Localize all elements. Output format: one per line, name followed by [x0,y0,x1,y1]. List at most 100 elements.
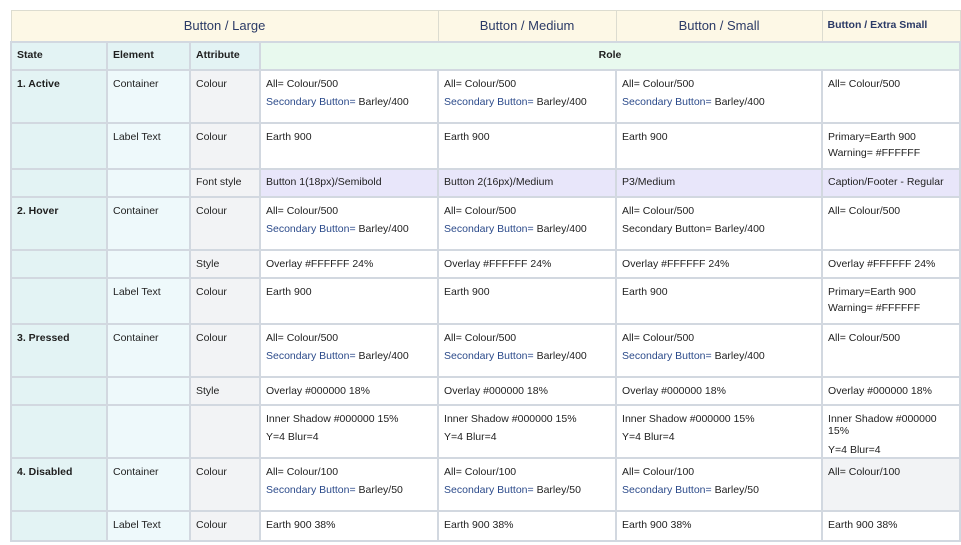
role-line: All= Colour/100 [828,465,901,478]
role-line: Overlay #000000 18% [828,384,932,397]
attribute-cell [189,403,261,459]
role-xsmall-cell: Inner Shadow #000000 15% Y=4 Blur=4 [821,403,961,459]
secondary-button-label: Secondary Button= [266,96,356,109]
secondary-button-value: Barley/400 [355,223,409,236]
role-xsmall-cell: Earth 900 38% [821,509,961,542]
role-line: Secondary Button= Barley/50 [444,484,615,497]
state-column-header: State [10,40,108,71]
role-small-cell: All= Colour/500 Secondary Button= Barley/… [615,195,824,251]
role-xsmall-cell: Caption/Footer - Regular [821,167,961,198]
attribute-cell: Colour [189,276,261,325]
secondary-button-value: Barley/400 [711,96,765,109]
state-cell: 2. Hover [10,195,108,251]
role-line: All= Colour/500 [266,204,339,217]
secondary-button-label: Secondary Button= [444,223,534,236]
attribute-cell: Colour [189,456,261,512]
element-cell [106,403,191,459]
role-medium-cell: All= Colour/100 Secondary Button= Barley/… [437,456,618,512]
role-line: Y=4 Blur=4 [444,431,497,444]
state-cell: 1. Active [10,68,108,124]
role-line: Earth 900 [622,285,668,298]
role-large-cell: All= Colour/500 Secondary Button= Barley/… [258,68,440,124]
role-small-cell: All= Colour/100 Secondary Button= Barley/… [615,456,824,512]
role-line: Secondary Button= Barley/400 [622,96,821,109]
role-line: All= Colour/100 [444,465,517,478]
role-medium-cell: Inner Shadow #000000 15% Y=4 Blur=4 [437,403,618,459]
role-line: Inner Shadow #000000 15% [444,412,577,425]
role-line: Earth 900 38% [266,518,336,531]
role-medium-cell: Earth 900 38% [437,509,618,542]
element-cell: Container [106,456,191,512]
size-medium-label: Button / Medium [479,17,575,33]
role-line: All= Colour/500 [444,77,517,90]
role-line: All= Colour/500 [828,77,901,90]
role-line: All= Colour/500 [622,331,695,344]
role-line: Inner Shadow #000000 15% [622,412,755,425]
role-line: Overlay #FFFFFF 24% [444,257,552,270]
role-line: Overlay #FFFFFF 24% [828,257,936,270]
attribute-cell: Colour [189,322,261,378]
role-line: Earth 900 [266,130,312,143]
role-medium-cell: Earth 900 [437,121,618,170]
role-line: Inner Shadow #000000 15% [828,412,937,438]
secondary-button-value: Barley/400 [355,350,409,363]
role-line: Inner Shadow #000000 15% [266,412,399,425]
element-cell [106,167,191,198]
secondary-button-value: Barley/400 [533,223,587,236]
role-line: Earth 900 38% [828,518,898,531]
role-large-cell: Earth 900 38% [258,509,440,542]
role-large-cell: Overlay #000000 18% [258,375,440,406]
secondary-button-value: Barley/50 [533,484,581,497]
size-small-header: Button / Small [615,10,823,42]
button-spec-table: Button / Large Button / Medium Button / … [10,10,961,542]
role-xsmall-cell: Primary=Earth 900 Warning= #FFFFFF [821,276,961,325]
role-line: Secondary Button= Barley/400 [266,223,437,236]
element-cell: Label Text [106,276,191,325]
role-xsmall-cell: Overlay #FFFFFF 24% [821,248,961,279]
role-line: All= Colour/500 [622,204,695,217]
role-line: Secondary Button= Barley/400 [444,223,615,236]
state-cell [10,375,108,406]
role-medium-cell: Overlay #FFFFFF 24% [437,248,618,279]
secondary-button-label: Secondary Button= [622,96,712,109]
element-cell: Container [106,195,191,251]
role-medium-cell: Button 2(16px)/Medium [437,167,618,198]
role-medium-cell: All= Colour/500 Secondary Button= Barley/… [437,68,618,124]
attribute-cell: Colour [189,509,261,542]
secondary-button-value: Barley/400 [533,350,587,363]
role-large-cell: All= Colour/500 Secondary Button= Barley/… [258,322,440,378]
role-medium-cell: Earth 900 [437,276,618,325]
role-line: P3/Medium [622,176,676,189]
role-line: Overlay #000000 18% [622,384,726,397]
element-cell [106,248,191,279]
attribute-cell: Style [189,248,261,279]
role-large-cell: Button 1(18px)/Semibold [258,167,440,198]
role-line: Overlay #FFFFFF 24% [266,257,374,270]
secondary-button-value: Barley/50 [711,484,759,497]
secondary-button-label: Secondary Button= [444,350,534,363]
role-line: Earth 900 [622,130,668,143]
size-header-row: Button / Large Button / Medium Button / … [10,10,961,42]
secondary-button-value: Barley/50 [355,484,403,497]
table-row: Label Text Colour Earth 900 Earth 900 Earth … [10,276,961,325]
secondary-button-value: Barley/400 [711,350,765,363]
state-cell [10,509,108,542]
role-line: All= Colour/500 [266,331,339,344]
secondary-button-label: Secondary Button= [266,223,356,236]
size-large-header: Button / Large [10,10,439,42]
role-line: Button 2(16px)/Medium [444,176,554,189]
attribute-cell: Style [189,375,261,406]
table-row: Style Overlay #FFFFFF 24% Overlay #FFFFFF … [10,248,961,279]
column-header-row: State Element Attribute Role [10,40,961,71]
role-line: All= Colour/500 [444,204,517,217]
secondary-button-label: Secondary Button= [622,350,712,363]
role-xsmall-cell: All= Colour/500 [821,322,961,378]
role-small-cell: P3/Medium [615,167,824,198]
state-cell: 4. Disabled [10,456,108,512]
size-large-label: Button / Large [183,17,266,33]
role-line: Secondary Button= Barley/400 [622,350,821,363]
secondary-button-value: Barley/400 [355,96,409,109]
state-cell [10,276,108,325]
role-line: Overlay #FFFFFF 24% [622,257,730,270]
role-line: Secondary Button= Barley/400 [622,223,765,236]
